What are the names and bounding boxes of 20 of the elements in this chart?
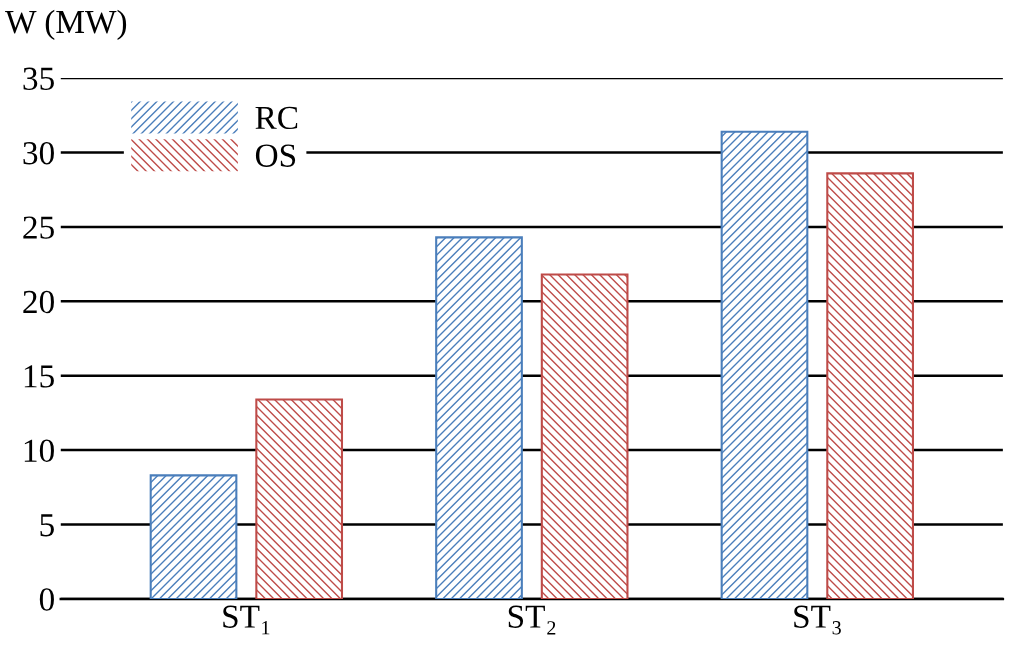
y-axis-title: W (MW) — [5, 9, 127, 40]
y-tick-label: 30 — [23, 141, 54, 165]
bar — [540, 273, 629, 599]
bar — [255, 398, 344, 599]
bar — [826, 172, 914, 599]
bar — [435, 236, 523, 599]
bar — [720, 130, 809, 599]
x-tick-label: ST₃ — [794, 605, 841, 635]
x-tick-label: ST₂ — [508, 605, 556, 635]
y-tick-label: 25 — [23, 216, 54, 239]
y-tick-label: 0 — [39, 588, 54, 611]
y-tick-label: 20 — [23, 290, 54, 314]
y-tick-label: 35 — [23, 67, 54, 91]
legend-label: OS — [255, 144, 296, 167]
y-tick-label: 10 — [24, 439, 54, 463]
y-tick-label: 15 — [24, 365, 54, 388]
legend-label: RC — [255, 106, 298, 130]
x-tick-label: ST₁ — [223, 605, 270, 635]
y-tick-label: 5 — [40, 514, 54, 537]
bar — [149, 474, 238, 599]
